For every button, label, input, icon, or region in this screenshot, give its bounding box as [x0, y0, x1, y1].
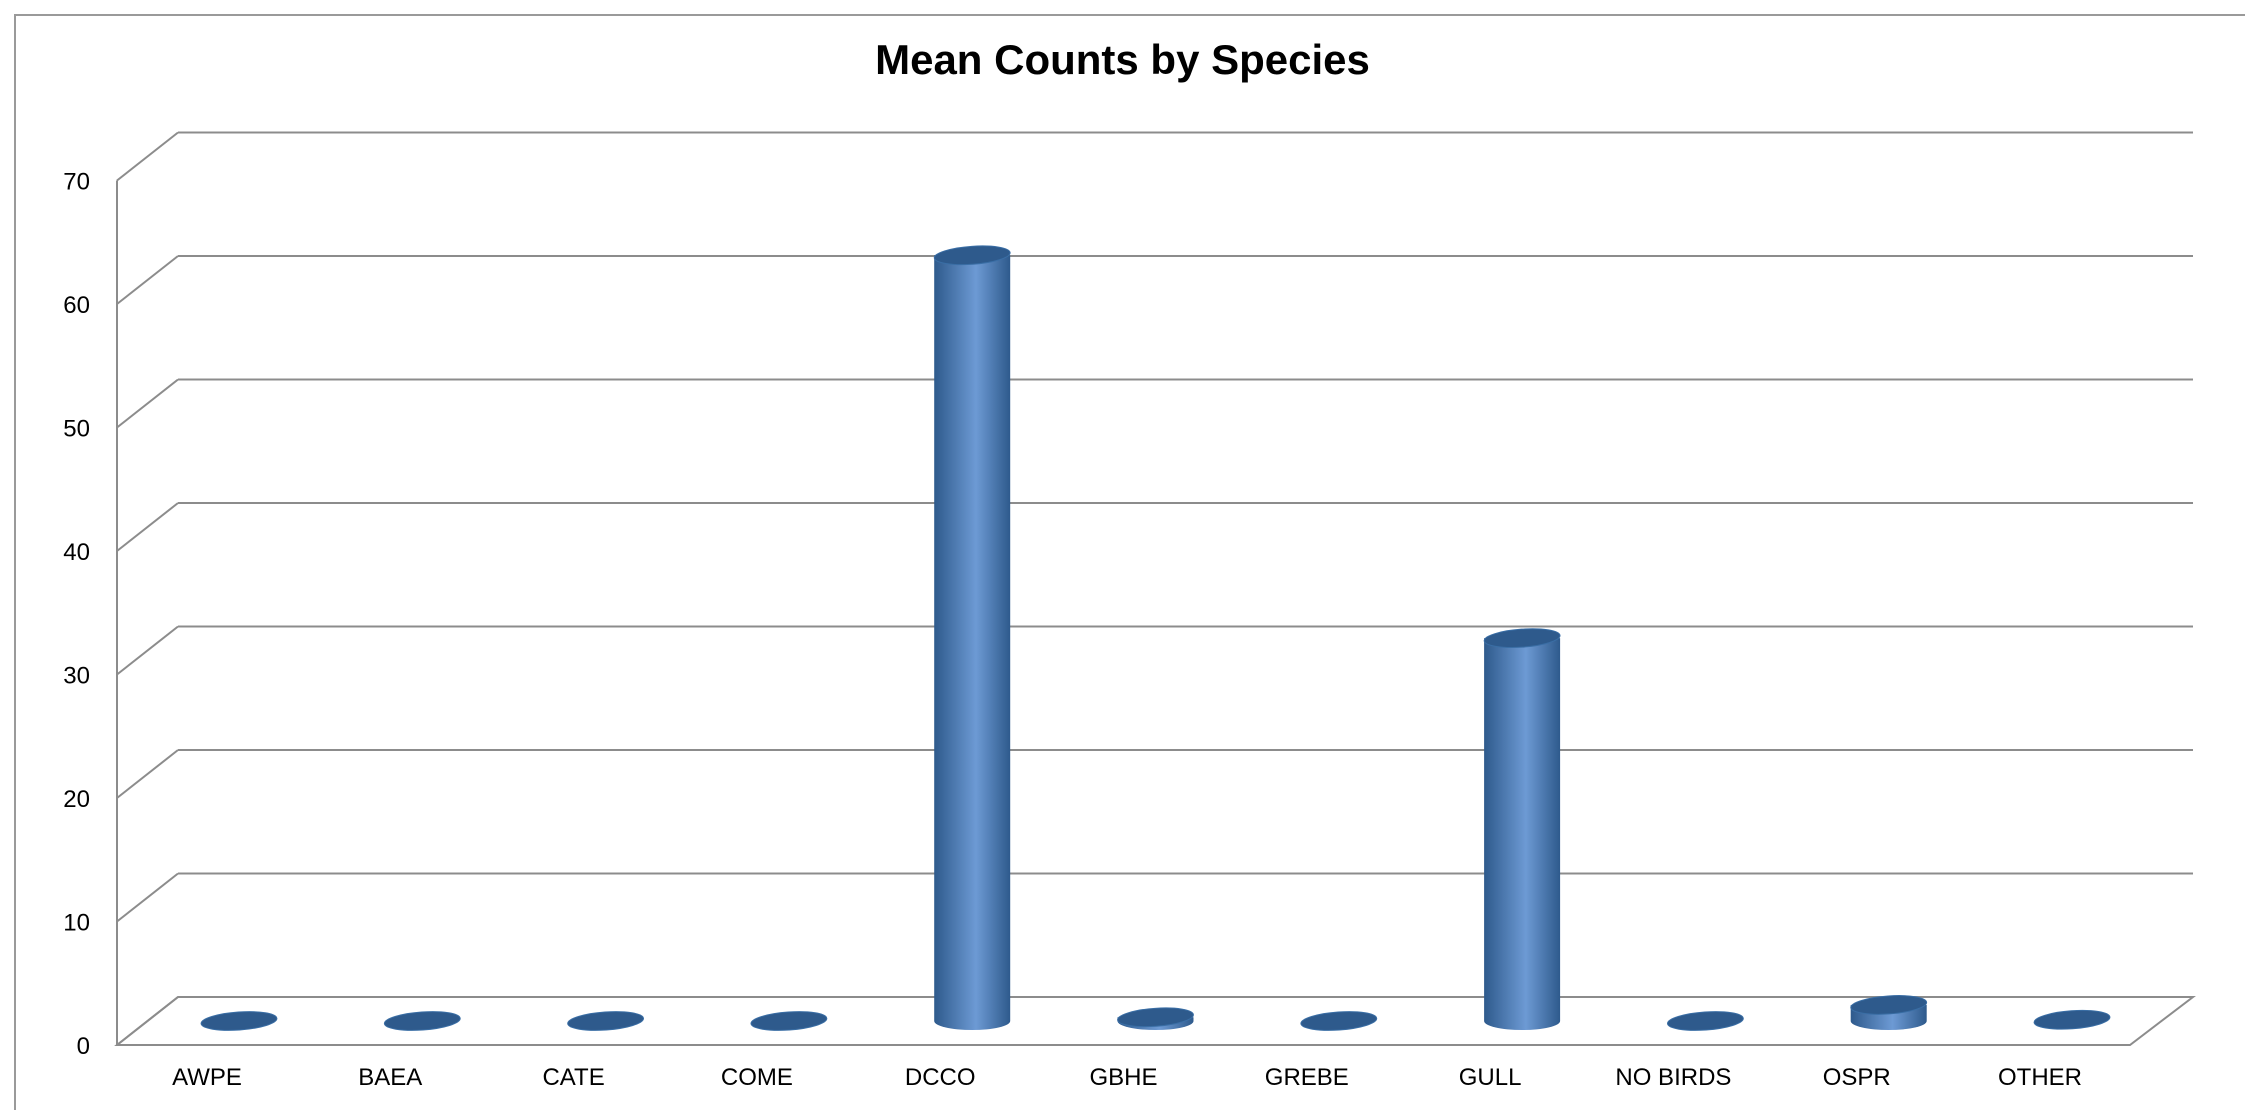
bar-top-grebe	[1300, 1011, 1378, 1031]
y-tick-label: 40	[63, 539, 90, 566]
bar-top-no-birds	[1666, 1011, 1744, 1031]
x-tick-label: OTHER	[1998, 1064, 2082, 1091]
chart-frame	[14, 14, 2245, 1110]
bar-top-come	[750, 1011, 828, 1031]
gridline-side	[116, 625, 179, 676]
x-tick-label: OSPR	[1823, 1064, 1891, 1091]
floor	[114, 996, 2196, 1046]
gridline-side	[116, 872, 179, 923]
bar-top-baea	[383, 1011, 461, 1031]
y-tick-label: 70	[63, 169, 90, 196]
x-tick-label: COME	[721, 1064, 793, 1091]
gridline-side	[116, 502, 179, 552]
gridline-side	[116, 749, 179, 799]
bar-top-dcco	[933, 245, 1011, 266]
bar-top-gbhe	[1117, 1007, 1194, 1028]
x-tick-label: CATE	[542, 1064, 604, 1091]
bar-gull	[1484, 638, 1561, 1030]
x-tick-label: AWPE	[172, 1064, 242, 1091]
y-tick-label: 30	[63, 663, 90, 690]
x-tick-label: GBHE	[1089, 1064, 1157, 1091]
x-tick-label: DCCO	[905, 1064, 976, 1091]
y-tick-label: 10	[63, 910, 90, 937]
y-tick-label: 0	[77, 1033, 90, 1060]
bar-top-other	[2033, 1009, 2111, 1030]
gridline-side	[116, 378, 179, 429]
y-tick-label: 50	[63, 416, 90, 443]
x-tick-label: NO BIRDS	[1615, 1064, 1731, 1091]
chart-title: Mean Counts by Species	[875, 36, 1370, 83]
x-tick-label: BAEA	[358, 1064, 422, 1091]
x-tick-label: GREBE	[1265, 1064, 1349, 1091]
gridline-side	[116, 255, 179, 305]
x-tick-label: GULL	[1459, 1064, 1522, 1091]
bar-dcco	[934, 255, 1011, 1031]
bar-top-awpe	[200, 1011, 278, 1031]
bar-top-ospr	[1850, 995, 1928, 1015]
bar-top-gull	[1483, 628, 1561, 649]
y-tick-label: 60	[63, 292, 90, 319]
bar-top-cate	[567, 1011, 645, 1031]
gridline-side	[116, 131, 179, 182]
y-tick-label: 20	[63, 786, 90, 813]
